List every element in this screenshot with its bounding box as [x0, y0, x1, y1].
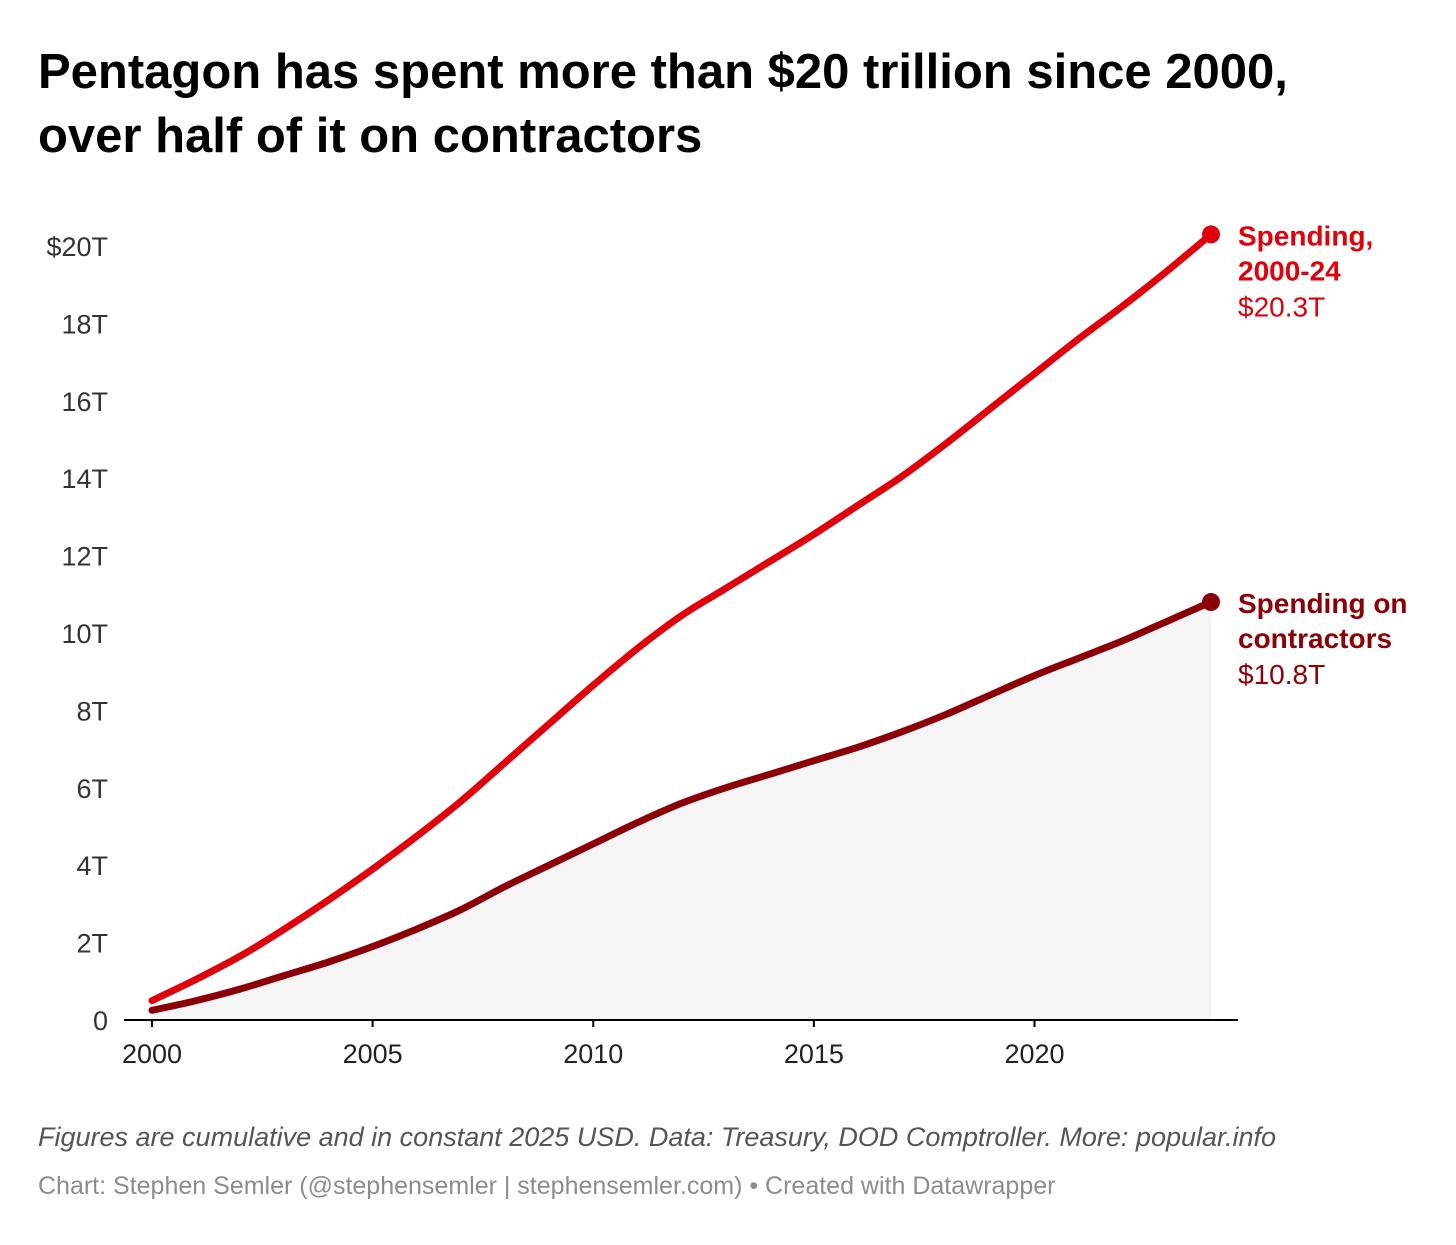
series-end-point-total	[1202, 225, 1220, 244]
series-lines	[148, 225, 1220, 1014]
contractors-area	[152, 602, 1211, 1020]
series-end-point-contractors	[1202, 593, 1220, 612]
y-tick-label: $20T	[46, 232, 108, 262]
series-label: Spending,	[1238, 220, 1373, 251]
chart-source-note: Figures are cumulative and in constant 2…	[38, 1122, 1277, 1152]
chart-title-line-2: over half of it on contractors	[38, 109, 703, 163]
y-tick-label: 0	[93, 1006, 108, 1036]
series-line-contractors	[148, 598, 1215, 1014]
x-tick-label: 2000	[122, 1039, 182, 1069]
y-tick-label: 14T	[61, 464, 108, 494]
x-tick-label: 2015	[784, 1039, 844, 1069]
series-line-total	[148, 230, 1215, 1005]
y-tick-label: 12T	[61, 542, 108, 572]
y-tick-label: 16T	[61, 387, 108, 417]
contractors-area-layer	[152, 602, 1211, 1020]
chart-title-line-1: Pentagon has spent more than $20 trillio…	[38, 45, 1288, 99]
axes: 0 2T 4T 6T 8T 10T 12T 14T 16T 18T $20T 2000 2005 2010…	[46, 232, 1238, 1069]
series-label: contractors	[1238, 623, 1392, 654]
y-tick-label: 8T	[76, 696, 108, 726]
series-end-value-label: $10.8T	[1238, 659, 1325, 690]
y-tick-label: 18T	[61, 309, 108, 339]
chart-title: Pentagon has spent more than $20 trillio…	[38, 40, 1438, 168]
y-tick-label: 4T	[76, 851, 108, 881]
series-label: 2000-24	[1238, 255, 1341, 286]
y-tick-label: 6T	[76, 774, 108, 804]
y-tick-label: 10T	[61, 619, 108, 649]
y-tick-label: 2T	[76, 929, 108, 959]
x-tick-label: 2005	[343, 1039, 403, 1069]
x-tick-label: 2020	[1004, 1039, 1064, 1069]
x-tick-label: 2010	[563, 1039, 623, 1069]
series-end-value-label: $20.3T	[1238, 291, 1325, 322]
chart-credit: Chart: Stephen Semler (@stephensemler | …	[38, 1172, 1056, 1200]
series-label: Spending on	[1238, 588, 1408, 619]
series-labels: Spending, 2000-24 $20.3T Spending on contrac…	[1238, 220, 1408, 690]
